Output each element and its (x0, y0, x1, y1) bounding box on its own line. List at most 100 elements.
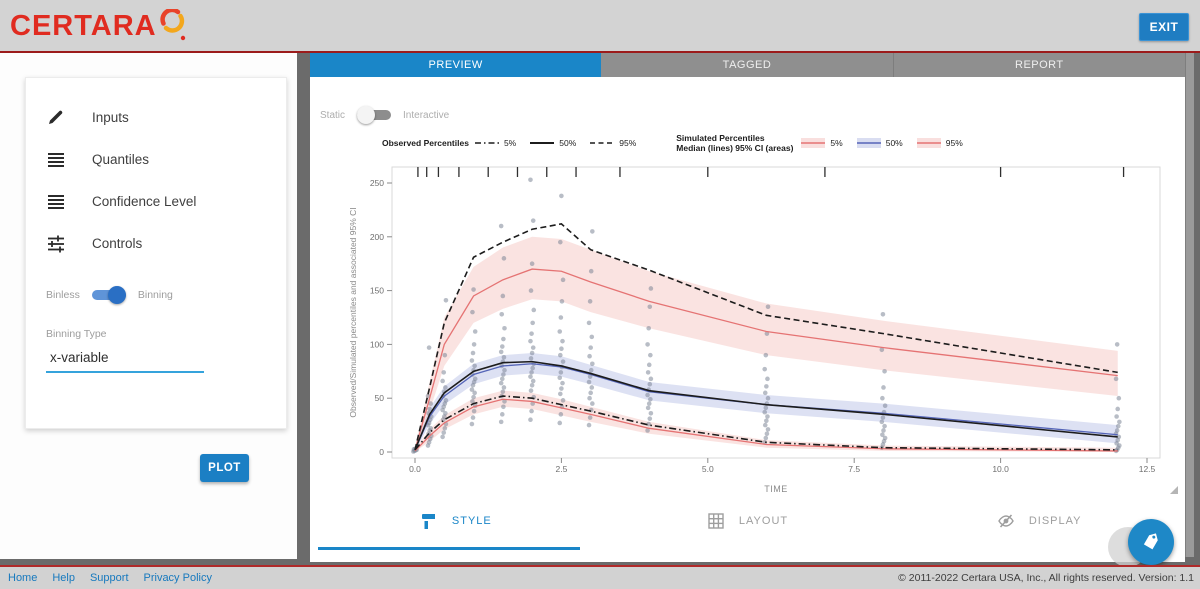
scatter-point (427, 406, 432, 412)
scatter-point (559, 386, 564, 391)
tab-style[interactable]: STYLE (310, 505, 602, 537)
footer-link-support[interactable]: Support (89, 572, 129, 584)
tab-layout[interactable]: LAYOUT (602, 505, 894, 537)
vpc-chart: 0 50 100 150 200 250 0.0 2.5 5.0 7.5 10.0 12.5 TIME O… (348, 166, 1178, 494)
scatter-point (440, 378, 445, 384)
scatter-point (528, 338, 533, 344)
sidebar-item-label: Confidence Level (92, 193, 197, 209)
scatter-point (882, 369, 887, 374)
scatter-point (765, 414, 770, 419)
binning-type-select[interactable]: x-variable (46, 348, 204, 373)
scatter-point (881, 385, 886, 390)
scatter-point (560, 338, 565, 344)
scatter-point (558, 391, 563, 397)
legend-entry-observed-95: 95% (590, 138, 636, 148)
scatter-point (588, 268, 594, 274)
tab-display[interactable]: DISPLAY (893, 505, 1185, 537)
scatter-point (587, 415, 593, 420)
scatter-point (882, 423, 887, 429)
binning-toggle[interactable] (91, 286, 126, 304)
scatter-point (530, 345, 536, 350)
scatter-point (528, 288, 534, 293)
simulated-legend-title: Simulated Percentiles Median (lines) 95%… (676, 133, 794, 153)
scatter-point (587, 395, 592, 401)
scatter-point (880, 395, 885, 401)
scatter-point (441, 370, 447, 375)
header-bar: CERTARA EXIT (0, 0, 1200, 53)
scatter-point (558, 315, 564, 320)
scatter-points (411, 177, 1122, 454)
scatter-point (646, 401, 652, 406)
scatter-point (529, 350, 535, 356)
settings-card: Inputs Quantiles Confidence Level Contro… (25, 77, 287, 429)
scatter-point (443, 297, 449, 303)
scatter-point (425, 393, 431, 399)
scatter-point (590, 229, 595, 234)
scatter-point (645, 370, 651, 375)
tab-preview[interactable]: PREVIEW (310, 53, 602, 77)
footer-link-help[interactable]: Help (52, 572, 75, 584)
svg-text:250: 250 (370, 178, 384, 188)
scatter-point (1115, 406, 1121, 412)
bin-boundary-rug (417, 167, 1125, 177)
scatter-point (471, 394, 476, 400)
scatter-point (587, 299, 593, 304)
exit-button[interactable]: EXIT (1139, 13, 1189, 41)
scatter-point (765, 304, 771, 310)
scatter-point (645, 428, 650, 433)
scatter-point (528, 356, 534, 361)
solid-line-icon (530, 142, 555, 144)
scatter-point (763, 405, 769, 411)
sidebar-item-inputs[interactable]: Inputs (26, 96, 286, 138)
scatter-point (882, 435, 888, 441)
tune-sliders-icon (46, 233, 66, 253)
scatter-point (648, 286, 654, 291)
chart-legend: Observed Percentiles 5% 50% 95% Simulate… (382, 133, 977, 153)
scatter-point (880, 415, 886, 420)
scatter-point (530, 218, 536, 223)
scatter-point (762, 409, 768, 415)
svg-text:2.5: 2.5 (555, 464, 567, 474)
footer-links: Home Help Support Privacy Policy (8, 572, 227, 584)
scatter-point (881, 428, 886, 433)
scatter-point (530, 365, 535, 371)
grid-icon (707, 512, 725, 530)
sidebar-item-label: Controls (92, 235, 143, 251)
scatter-point (764, 331, 770, 336)
scatter-point (882, 403, 888, 409)
list-lines-icon (46, 149, 66, 169)
sidebar-item-confidence-level[interactable]: Confidence Level (26, 180, 286, 222)
svg-text:150: 150 (370, 286, 384, 296)
scatter-point (440, 434, 445, 440)
sidebar-item-quantiles[interactable]: Quantiles (26, 138, 286, 180)
scatter-point (529, 261, 535, 266)
blue-ribbon-swatch-icon (856, 138, 881, 148)
scatter-point (557, 375, 563, 381)
tag-fab-button[interactable] (1128, 519, 1174, 565)
legend-entry-simulated-50: 50% (856, 137, 903, 149)
static-interactive-toggle[interactable] (357, 106, 392, 124)
scatter-point (443, 410, 448, 416)
svg-text:7.5: 7.5 (848, 464, 860, 474)
plot-button[interactable]: PLOT (200, 454, 249, 482)
scatter-point (1116, 434, 1122, 440)
scatter-point (1115, 423, 1121, 429)
vertical-scrollbar[interactable] (1185, 53, 1194, 557)
scatter-point (880, 311, 886, 317)
tab-tagged[interactable]: TAGGED (601, 53, 894, 77)
scatter-point (1114, 342, 1120, 347)
scatter-point (879, 347, 885, 353)
scatter-point (443, 398, 449, 403)
dashed-line-icon (590, 142, 615, 144)
scatter-point (469, 421, 475, 427)
footer-link-privacy-policy[interactable]: Privacy Policy (143, 572, 212, 584)
sidebar-item-label: Quantiles (92, 151, 150, 167)
scatter-point (647, 304, 653, 310)
footer-link-home[interactable]: Home (8, 572, 38, 584)
scatter-point (501, 336, 506, 342)
scatter-point (589, 385, 595, 390)
tab-report[interactable]: REPORT (893, 53, 1185, 77)
sidebar-item-controls[interactable]: Controls (26, 222, 286, 264)
binless-label: Binless (46, 289, 80, 301)
